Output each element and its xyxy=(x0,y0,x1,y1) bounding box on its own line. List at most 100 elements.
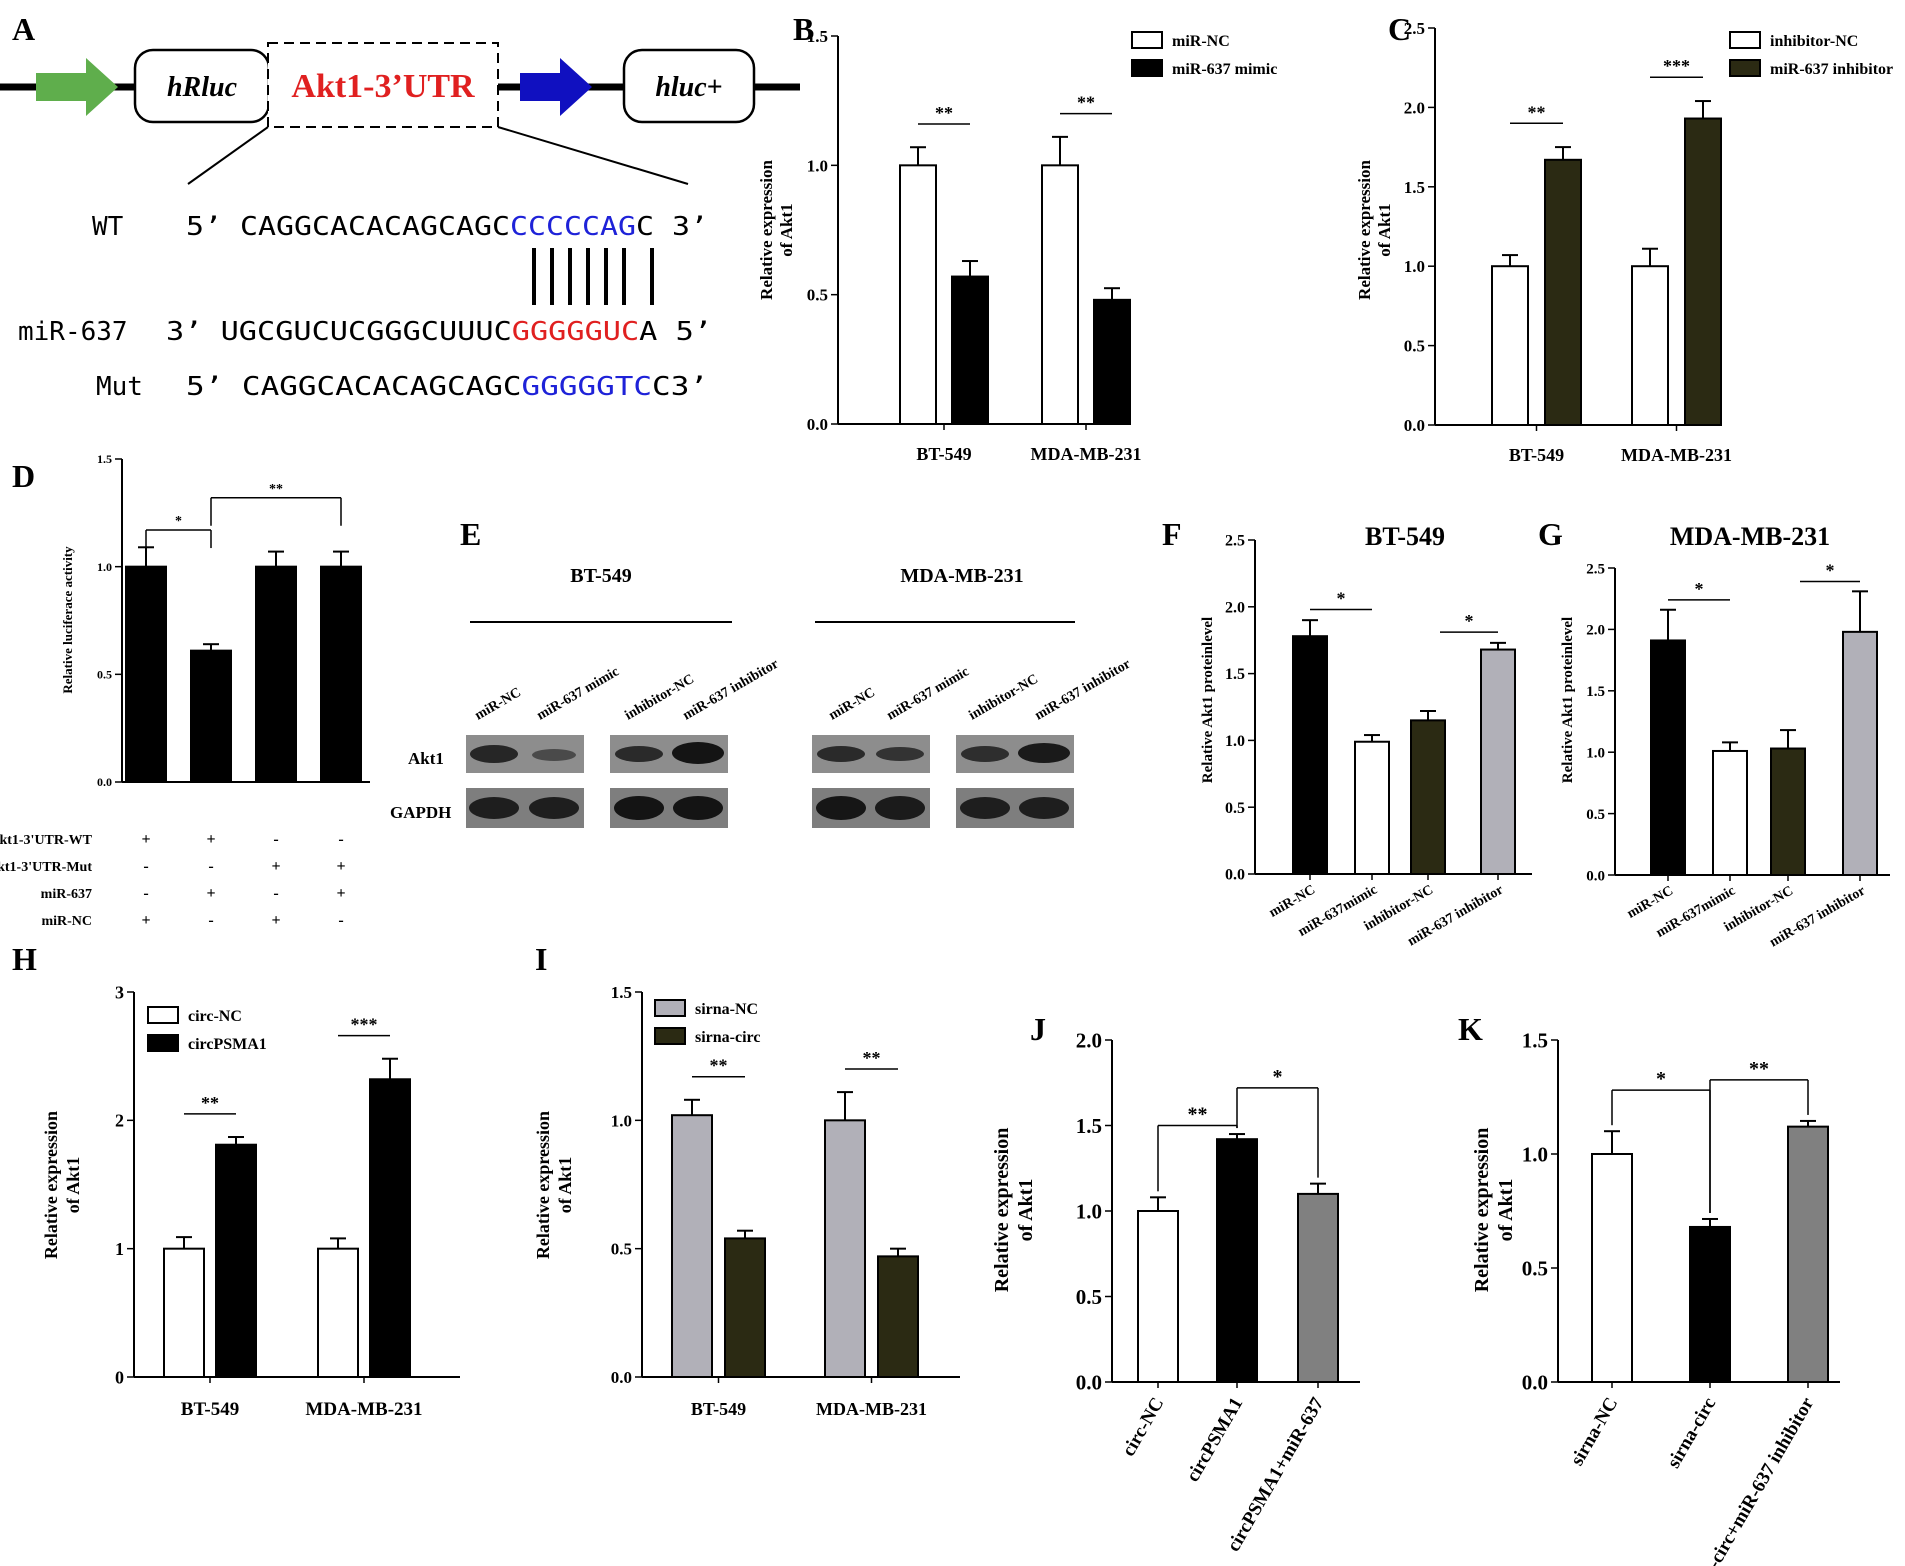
bar xyxy=(1410,719,1446,875)
significance-marker: * xyxy=(1656,1068,1666,1090)
x-tick-label: MDA-MB-231 xyxy=(1031,444,1142,464)
y-axis-label-line: Relative expression xyxy=(533,1111,553,1259)
mut-label: Mut xyxy=(96,372,143,402)
y-axis-label-line: of Akt1 xyxy=(1015,1179,1037,1242)
blot-band xyxy=(470,745,518,763)
hrluc-label: hRluc xyxy=(167,72,238,103)
y-tick-label: 1.0 xyxy=(97,560,112,574)
lane-label: inhibitor-NC xyxy=(967,672,1041,724)
bar xyxy=(1712,749,1748,876)
y-tick-label: 1.0 xyxy=(1404,257,1425,276)
y-tick-label: 1.0 xyxy=(1225,733,1245,750)
significance-marker: * xyxy=(1273,1066,1283,1088)
blot-band xyxy=(469,797,519,819)
condition-cell: + xyxy=(271,912,280,929)
y-tick-label: 0.5 xyxy=(1586,807,1605,823)
y-tick-label: 1.5 xyxy=(1404,178,1425,197)
significance-marker: * xyxy=(1826,561,1835,581)
y-tick-label: 0.5 xyxy=(611,1240,632,1259)
bar xyxy=(255,565,297,784)
y-axis-label: Relative expressionof Akt1 xyxy=(41,1111,83,1259)
x-tick-label: miR-NC xyxy=(1267,882,1318,920)
y-axis-label: Relative Akt1 proteinlevel xyxy=(1560,617,1576,783)
y-tick-label: 2.5 xyxy=(1586,561,1605,577)
bar xyxy=(724,1237,766,1379)
panel-label: C xyxy=(1388,11,1411,47)
blot-band xyxy=(960,797,1010,819)
legend-swatch xyxy=(654,999,686,1017)
significance-marker: * xyxy=(1465,611,1474,631)
legend-label: miR-637 mimic xyxy=(1172,61,1277,78)
legend-swatch xyxy=(1131,31,1163,49)
y-axis-label: Relative expressionof Akt1 xyxy=(757,159,796,299)
legend-swatch xyxy=(1131,59,1163,77)
y-axis-label: Relative luciferace activity xyxy=(60,546,75,694)
y-tick-label: 1.5 xyxy=(1522,1028,1548,1052)
y-axis-label: Relative Akt1 proteinlevel xyxy=(1200,617,1216,783)
condition-cell: + xyxy=(206,885,215,902)
bar xyxy=(824,1119,866,1379)
condition-cell: - xyxy=(143,885,148,902)
bar xyxy=(1591,1153,1633,1383)
x-tick-label: BT-549 xyxy=(181,1399,239,1420)
legend-label: circ-NC xyxy=(188,1008,242,1025)
promoter-arrow-green xyxy=(36,58,118,116)
bar xyxy=(1544,158,1582,427)
legend-label: sirna-circ xyxy=(695,1029,760,1046)
condition-row-label: miR-NC xyxy=(41,914,92,929)
y-axis-label-line: Relative expression xyxy=(1471,1128,1493,1293)
condition-cell: + xyxy=(336,858,345,875)
bar xyxy=(1689,1225,1731,1383)
blot-band xyxy=(615,746,663,762)
bar xyxy=(951,275,989,425)
condition-cell: - xyxy=(208,912,213,929)
y-axis-label-line: Relative expression xyxy=(41,1111,61,1259)
y-axis-label-line: Relative Akt1 proteinlevel xyxy=(1560,617,1576,783)
bar xyxy=(1631,265,1669,427)
y-tick-label: 1.5 xyxy=(1586,684,1605,700)
y-tick-label: 2.0 xyxy=(1404,98,1425,117)
y-axis-label-line: Relative luciferace activity xyxy=(60,546,75,694)
chart-panel-i: I 0.0 0.5 1.0 1.5 Relative expressionof Akt1 B… xyxy=(533,941,960,1419)
y-tick-label: 0.5 xyxy=(807,286,828,305)
blot-bands xyxy=(469,742,1070,820)
y-tick-label: 0.0 xyxy=(1522,1370,1548,1394)
condition-cell: - xyxy=(143,858,148,875)
condition-cell: + xyxy=(141,831,150,848)
panel-label: I xyxy=(535,941,547,977)
mir637-sequence: 3’ UGCGUCUCGGGCUUUC GGGGGUC A 5’ xyxy=(166,317,712,347)
significance-marker: *** xyxy=(351,1015,378,1035)
significance-marker: * xyxy=(1337,588,1346,608)
y-tick-label: 3 xyxy=(115,982,124,1002)
panel-e-label: E xyxy=(460,516,481,552)
panel-label: G xyxy=(1538,516,1563,552)
condition-cell: - xyxy=(273,885,278,902)
y-tick-label: 1.0 xyxy=(1522,1142,1548,1166)
blot-band xyxy=(817,746,865,762)
x-tick-label: sirna-NC xyxy=(1567,1394,1623,1469)
y-tick-label: 2.0 xyxy=(1225,599,1245,616)
x-tick-label: circPSMA1 xyxy=(1182,1394,1247,1486)
legend-swatch xyxy=(654,1027,686,1045)
y-tick-label: 0.5 xyxy=(1522,1256,1548,1280)
y-axis-label-line: of Akt1 xyxy=(555,1157,575,1214)
blot-membranes xyxy=(466,735,1074,828)
y-axis-label-line: Relative expression xyxy=(1355,159,1374,299)
y-tick-label: 2 xyxy=(115,1111,124,1131)
y-tick-label: 0.5 xyxy=(97,668,112,682)
y-tick-label: 1.0 xyxy=(807,156,828,175)
zoom-line-left xyxy=(187,126,269,185)
condition-cell: - xyxy=(338,831,343,848)
chart-panel-j: J 0.0 0.5 1.0 1.5 2.0 Relative expression of Ak… xyxy=(991,1011,1360,1555)
y-tick-label: 0.0 xyxy=(611,1368,632,1387)
wt-label: WT xyxy=(92,212,124,242)
significance-marker: * xyxy=(175,514,182,529)
y-tick-label: 2.0 xyxy=(1076,1028,1102,1052)
bar xyxy=(369,1078,411,1379)
panel-label: D xyxy=(12,458,35,494)
bar xyxy=(1041,164,1079,425)
y-axis-label-line: Relative expression xyxy=(757,159,776,299)
